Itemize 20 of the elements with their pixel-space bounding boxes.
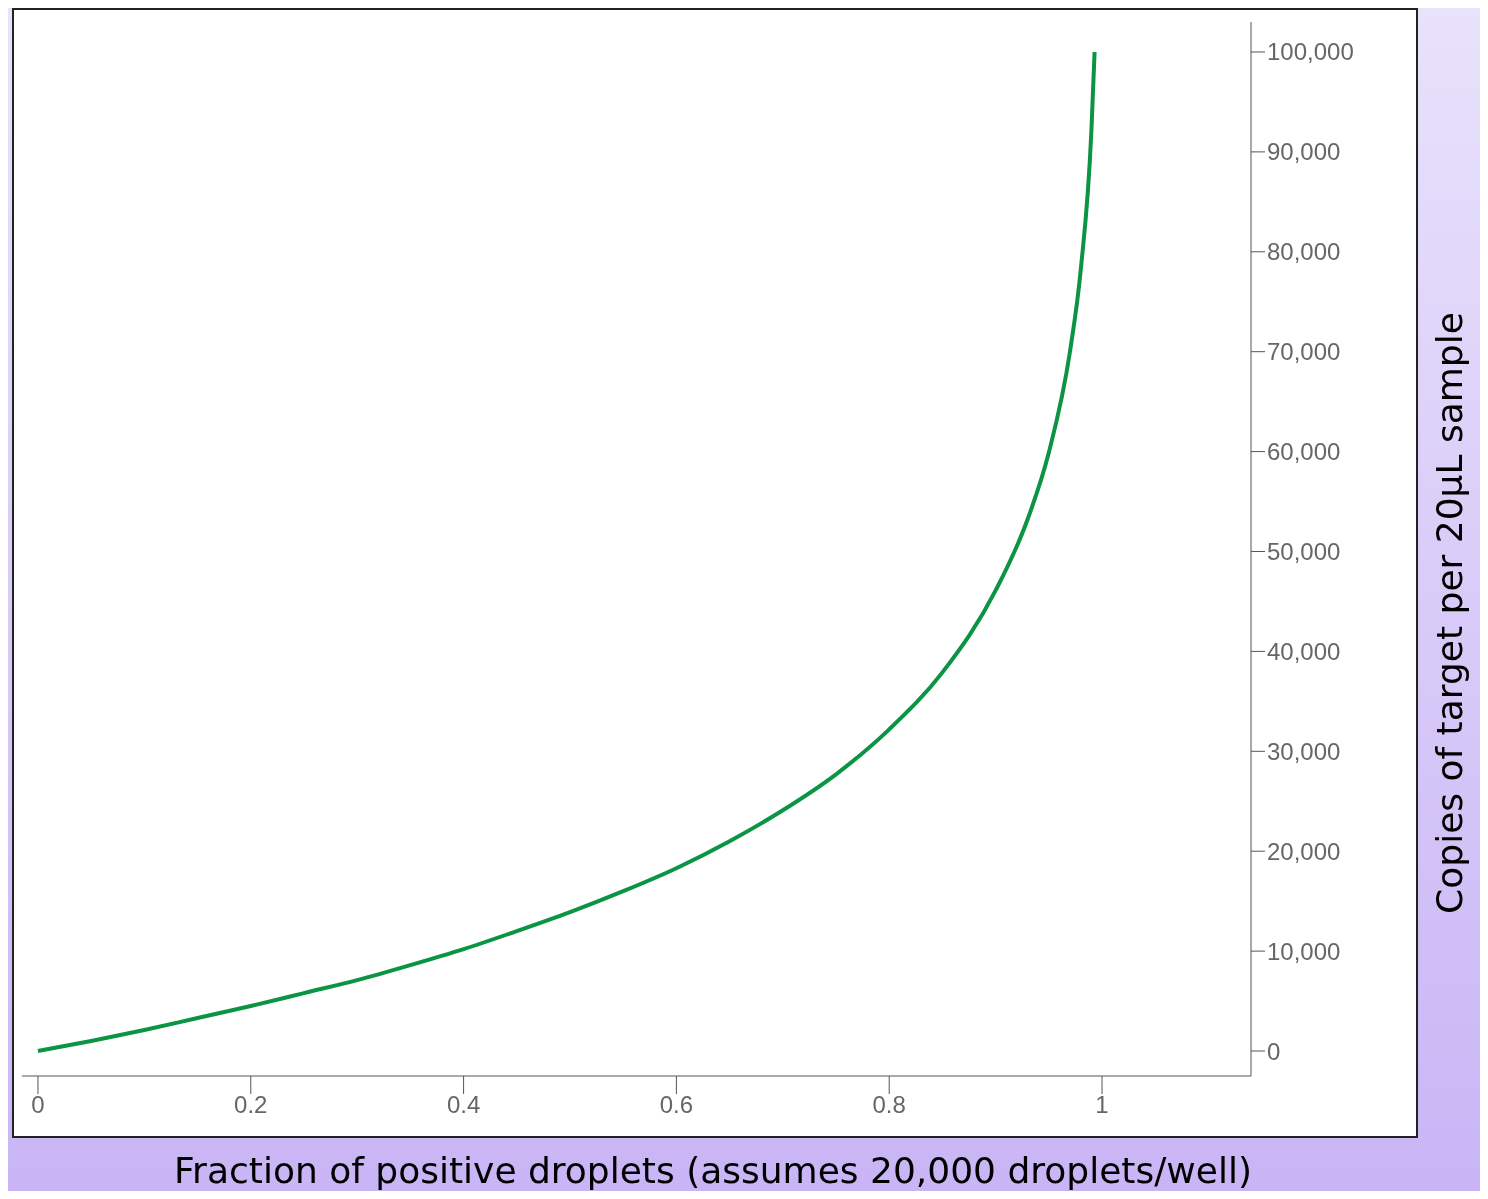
x-tick-label: 1 xyxy=(1095,1091,1109,1119)
x-tick-label: 0.6 xyxy=(659,1091,694,1119)
x-tick-label: 0 xyxy=(31,1091,45,1119)
y-tick-label: 90,000 xyxy=(1267,138,1341,166)
y-tick-label: 10,000 xyxy=(1267,937,1341,965)
y-tick-label: 30,000 xyxy=(1267,737,1341,765)
x-tick-label: 0.2 xyxy=(234,1091,268,1119)
x-tick-label: 0.4 xyxy=(446,1091,481,1119)
y-tick-label: 80,000 xyxy=(1267,238,1341,266)
y-tick-label: 0 xyxy=(1267,1037,1281,1065)
x-tick-label: 0.8 xyxy=(872,1091,906,1119)
y-tick-label: 60,000 xyxy=(1267,438,1341,466)
line-series xyxy=(35,49,1097,1054)
y-tick-label: 40,000 xyxy=(1267,637,1341,665)
y-tick-label: 20,000 xyxy=(1267,837,1341,865)
y-axis-title: Copies of target per 20μL sample xyxy=(1428,312,1470,914)
y-tick-label: 70,000 xyxy=(1267,338,1341,366)
y-tick-label: 50,000 xyxy=(1267,538,1341,566)
y-tick-label: 100,000 xyxy=(1267,38,1354,66)
x-axis-title: Fraction of positive droplets (assumes 20,000 droplets/well) xyxy=(173,1150,1253,1191)
